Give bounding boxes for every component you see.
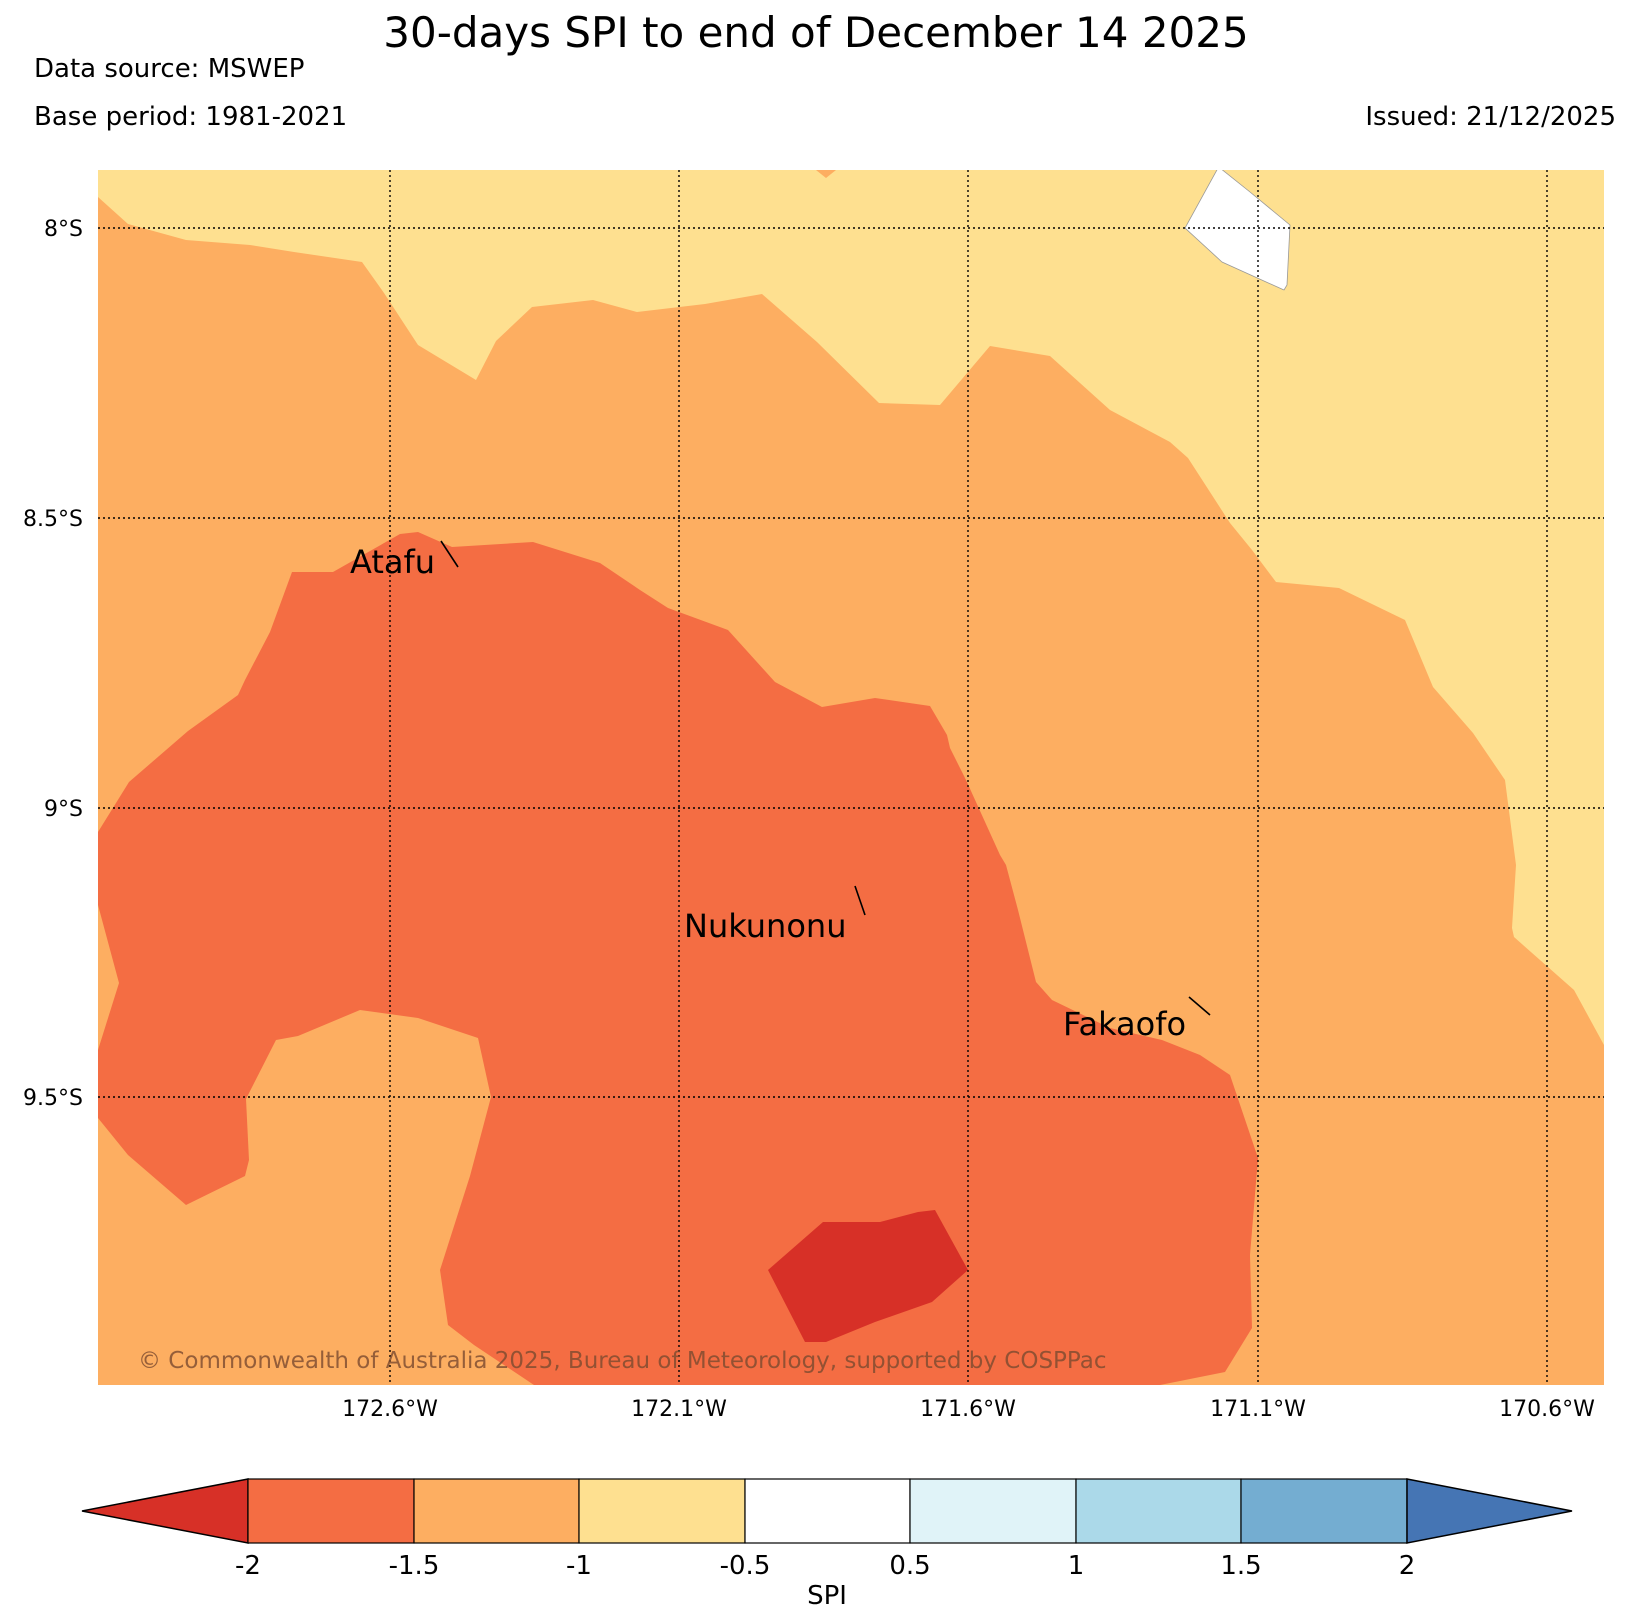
lon-label-171-6w: 171.6°W: [920, 1397, 1016, 1422]
copyright-notice: © Commonwealth of Australia 2025, Bureau…: [138, 1348, 1107, 1374]
colorbar-segment-1-5-to-2: [1240, 1478, 1408, 1544]
colorbar-tick-minus2: -2: [235, 1551, 261, 1581]
colorbar-tick-minus0-5: -0.5: [720, 1551, 771, 1581]
colorbar-segment-minus1-5-to-minus1: [413, 1478, 580, 1544]
colorbar-tick-1-5: 1.5: [1220, 1551, 1261, 1581]
base-period-label: Base period: 1981-2021: [34, 102, 348, 132]
lat-label-9-5s: 9.5°S: [23, 1086, 83, 1111]
fakaofo-island-marker: [1188, 996, 1211, 1016]
colorbar-segment-1-to-1-5: [1075, 1478, 1242, 1544]
spi-colorbar: -2 -1.5 -1 -0.5 0.5 1 1.5 2 SPI: [81, 1478, 1573, 1609]
colorbar-segment-minus2-to-minus1-5: [247, 1478, 415, 1544]
issued-date-label: Issued: 21/12/2025: [1365, 102, 1616, 132]
lat-label-9s: 9°S: [44, 797, 83, 822]
lat-label-8s: 8°S: [44, 217, 83, 242]
lon-label-170-6w: 170.6°W: [1499, 1397, 1595, 1422]
colorbar-title: SPI: [807, 1581, 847, 1609]
colorbar-tick-1: 1: [1068, 1551, 1085, 1581]
graticule: [98, 170, 1604, 1385]
colorbar-tick-2: 2: [1399, 1551, 1416, 1581]
lat-label-8-5s: 8.5°S: [23, 507, 83, 532]
lon-label-171-1w: 171.1°W: [1210, 1397, 1306, 1422]
place-label-atafu: Atafu: [350, 543, 435, 581]
colorbar-tick-0-5: 0.5: [889, 1551, 930, 1581]
spi-region-near-normal: [1184, 170, 1291, 291]
lon-label-172-6w: 172.6°W: [342, 1397, 438, 1422]
colorbar-segment-0-5-to-1: [909, 1478, 1077, 1544]
colorbar-segment-near-normal: [744, 1478, 911, 1544]
atafu-island-marker: [440, 540, 459, 568]
colorbar-extend-low: [81, 1478, 249, 1544]
nukunonu-island-marker: [854, 885, 866, 916]
map-title: 30-days SPI to end of December 14 2025: [383, 8, 1249, 57]
data-source-label: Data source: MSWEP: [34, 54, 305, 84]
spi-region-extremely-dry: [768, 1210, 968, 1342]
colorbar-segment-minus1-to-minus0-5: [578, 1478, 746, 1544]
colorbar-tick-minus1: -1: [566, 1551, 592, 1581]
map-plot-area: Atafu Nukunonu Fakaofo © Commonwealth of…: [98, 170, 1604, 1385]
place-label-nukunonu: Nukunonu: [684, 907, 846, 945]
colorbar-tick-minus1-5: -1.5: [389, 1551, 440, 1581]
lon-label-172-1w: 172.1°W: [631, 1397, 727, 1422]
spi-region-notch: [816, 170, 836, 178]
place-label-fakaofo: Fakaofo: [1063, 1005, 1186, 1043]
colorbar-extend-high: [1406, 1478, 1573, 1544]
spi-region-mildly-dry: [98, 170, 1604, 1045]
